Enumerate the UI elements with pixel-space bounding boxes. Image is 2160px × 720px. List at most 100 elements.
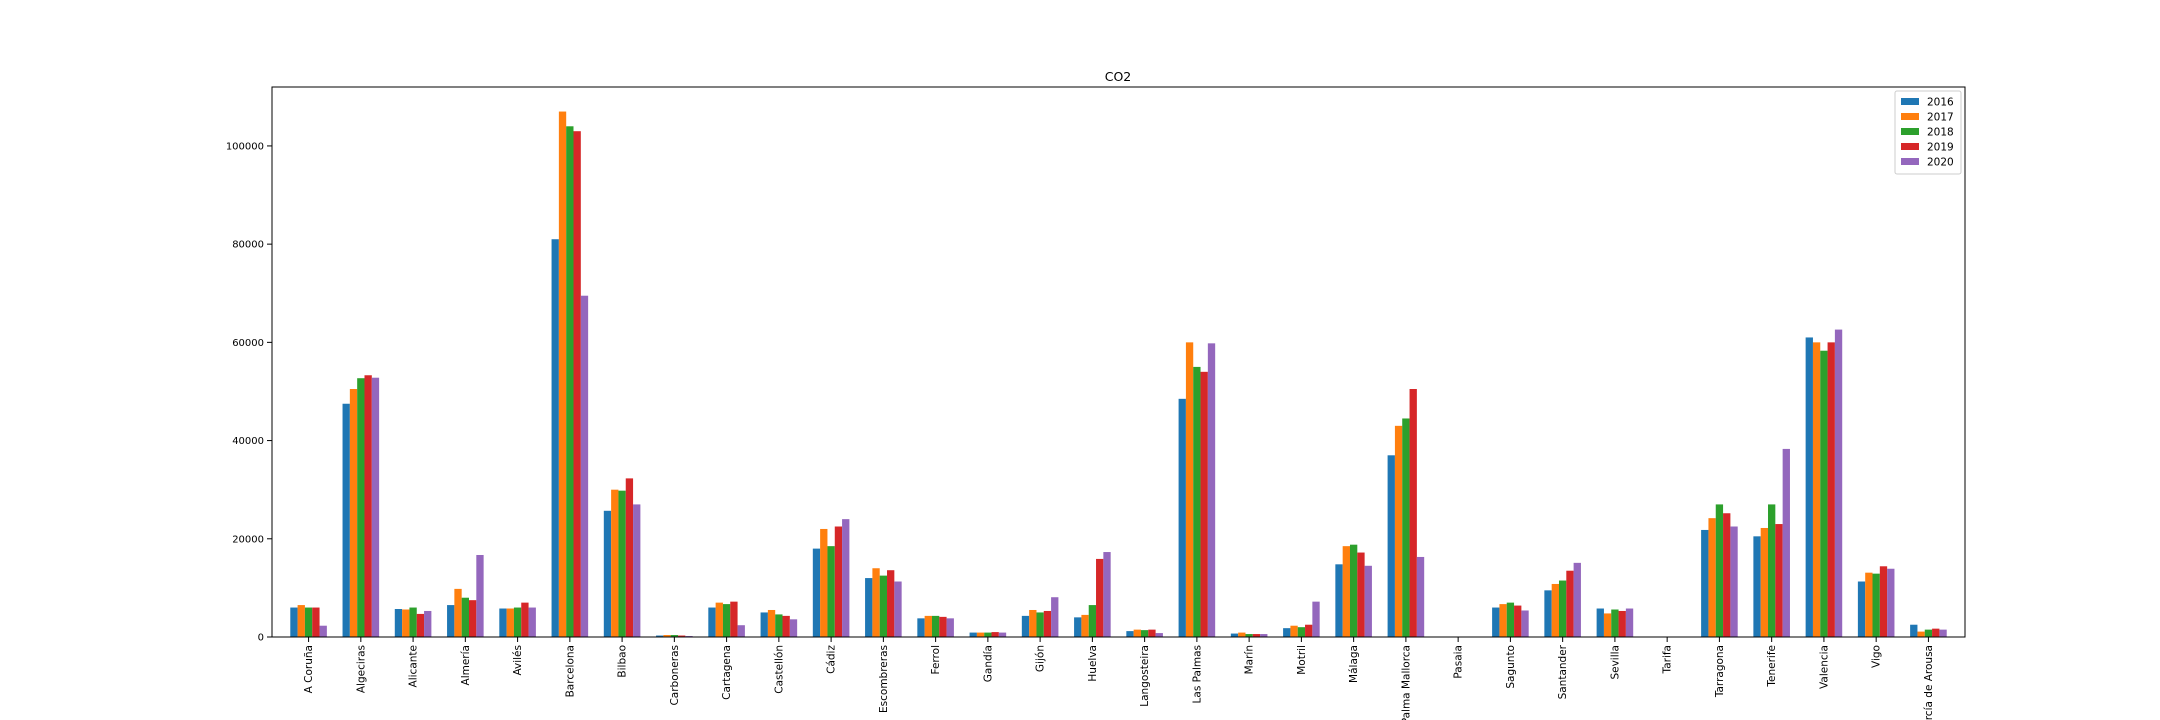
bar-2020-14	[1051, 597, 1059, 637]
bar-2019-5	[573, 131, 581, 637]
bar-2018-18	[1245, 634, 1253, 637]
bar-2018-7	[670, 635, 679, 637]
bar-2020-10	[842, 519, 850, 637]
bar-2017-5	[558, 111, 567, 638]
bar-2019-8	[730, 601, 738, 637]
bar-2019-28	[1775, 524, 1783, 637]
bar-2020-29	[1834, 329, 1843, 637]
bar-2017-28	[1760, 527, 1769, 637]
bar-2019-25	[1618, 610, 1626, 637]
x-tick-label: Huelva	[1087, 645, 1099, 682]
bar-2016-12	[917, 618, 925, 637]
bar-2016-24	[1544, 590, 1552, 637]
x-tick-label: Sevilla	[1609, 645, 1621, 680]
bar-2018-28	[1768, 504, 1776, 637]
bar-2016-18	[1230, 633, 1239, 637]
bar-2017-16	[1133, 629, 1141, 637]
bar-2019-12	[939, 616, 947, 637]
bar-2016-13	[969, 632, 977, 637]
bar-2020-12	[946, 618, 954, 637]
plot-frame	[271, 86, 1966, 638]
legend-label: 2018	[1927, 127, 1954, 139]
bar-2016-11	[865, 578, 873, 637]
legend-swatch-2019	[1901, 143, 1919, 150]
bar-2017-2	[402, 609, 410, 637]
x-tick-label: Algeciras	[355, 645, 367, 693]
x-tick-label: Almería	[460, 645, 472, 685]
bar-2020-0	[319, 625, 327, 637]
bar-2017-17	[1185, 342, 1194, 637]
bar-2019-4	[521, 602, 529, 638]
bar-2019-7	[678, 635, 686, 637]
x-tick-label: Cartagena	[721, 645, 733, 700]
bar-2018-6	[618, 490, 626, 637]
y-tick-label: 80000	[232, 240, 264, 251]
bar-2018-17	[1193, 366, 1201, 637]
bar-2018-5	[566, 126, 574, 637]
bar-2017-11	[872, 568, 880, 637]
bar-2017-30	[1865, 572, 1873, 637]
bar-2020-13	[998, 632, 1007, 637]
x-tick-label: Las Palmas	[1191, 645, 1203, 703]
bar-2019-17	[1200, 371, 1208, 637]
x-tick-label: Langosteira	[1139, 645, 1151, 707]
x-tick-label: Palma Mallorca	[1400, 645, 1412, 720]
bar-2019-16	[1148, 629, 1156, 637]
legend-label: 2019	[1927, 142, 1954, 154]
x-tick-label: Bilbao	[617, 645, 629, 678]
bar-2018-3	[461, 597, 469, 637]
bar-2018-4	[513, 607, 522, 637]
bar-2020-1	[371, 377, 380, 637]
bar-2018-15	[1088, 605, 1097, 637]
chart-title: CO2	[1105, 69, 1132, 84]
bar-2020-8	[737, 625, 745, 637]
bar-2019-13	[991, 632, 999, 637]
bar-2017-9	[767, 609, 776, 637]
bar-2020-3	[476, 554, 484, 637]
bar-2020-15	[1103, 552, 1111, 637]
bar-2017-27	[1708, 518, 1716, 637]
x-tick-label: Barcelona	[564, 645, 576, 697]
y-tick-label: 20000	[232, 534, 264, 545]
legend-swatch-2018	[1901, 128, 1919, 135]
y-axis: 0 20000 40000 60000 80000 100000	[226, 141, 272, 644]
bar-2019-9	[782, 615, 790, 637]
bar-2020-27	[1730, 526, 1738, 637]
bar-2019-15	[1096, 558, 1104, 637]
bar-2020-21	[1416, 556, 1425, 637]
bar-2020-6	[633, 504, 641, 637]
bar-2020-16	[1155, 633, 1163, 637]
bar-2016-2	[394, 609, 403, 637]
bar-2018-10	[827, 546, 835, 637]
bar-2017-0	[297, 605, 305, 637]
bar-2019-31	[1932, 628, 1940, 637]
bar-2017-1	[349, 389, 358, 637]
x-tick-label: Ferrol	[930, 645, 942, 675]
bar-2016-17	[1178, 398, 1186, 637]
bar-2017-3	[454, 588, 462, 638]
y-tick-label: 40000	[232, 436, 264, 447]
x-tick-label: Marín	[1244, 645, 1256, 674]
legend-label: 2016	[1927, 97, 1954, 109]
x-tick-label: Santander	[1557, 644, 1569, 699]
bar-2017-7	[663, 635, 671, 637]
series-2020	[319, 295, 1947, 637]
x-tick-label: Tarragona	[1714, 645, 1726, 698]
bar-2017-19	[1290, 625, 1298, 637]
bar-2018-25	[1611, 609, 1619, 637]
bar-2020-5	[580, 295, 589, 637]
bar-2016-8	[708, 607, 716, 637]
bar-2019-2	[416, 613, 425, 637]
series-2019	[312, 131, 1940, 638]
y-tick-label: 60000	[232, 338, 264, 349]
legend: 2016 2017 2018 2019 2020	[1894, 90, 1962, 175]
bar-2019-29	[1827, 342, 1835, 637]
bar-2020-28	[1782, 448, 1790, 637]
bar-2017-4	[506, 608, 514, 637]
bar-2017-31	[1917, 631, 1925, 637]
bar-2019-6	[625, 478, 634, 637]
bar-2016-31	[1910, 624, 1918, 637]
x-tick-label: Valencia	[1818, 645, 1830, 689]
bar-2017-24	[1551, 583, 1559, 637]
bar-2016-30	[1857, 581, 1866, 637]
